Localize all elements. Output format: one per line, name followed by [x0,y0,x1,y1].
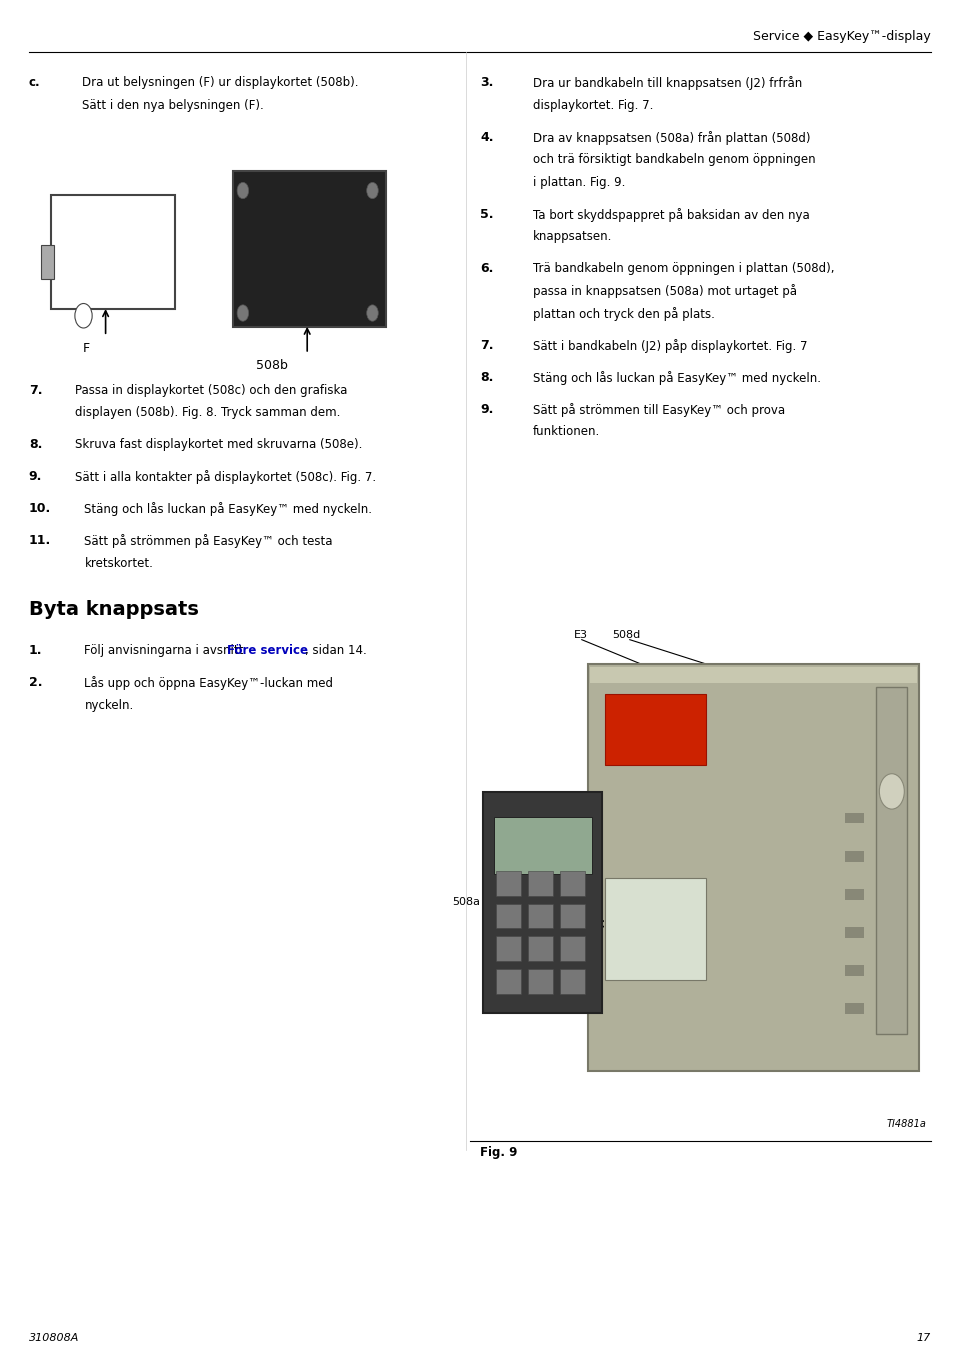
Bar [41,245,54,279]
Text: displayen (508b). Fig. 8. Tryck samman dem.: displayen (508b). Fig. 8. Tryck samman d… [75,407,340,419]
Text: 5.: 5. [480,208,493,220]
Bar [590,667,917,683]
Circle shape [75,304,92,328]
FancyBboxPatch shape [233,171,386,327]
Text: displaykortet. Fig. 7.: displaykortet. Fig. 7. [533,99,653,112]
Text: Fig. 9: Fig. 9 [480,1146,517,1160]
Text: 9.: 9. [480,403,493,416]
Text: 17: 17 [917,1334,931,1343]
Text: c.: c. [29,76,40,90]
Text: och trä försiktigt bandkabeln genom öppningen: och trä försiktigt bandkabeln genom öppn… [533,154,815,166]
Text: 7.: 7. [29,384,42,397]
Text: 310808A: 310808A [29,1334,79,1343]
Text: 10.: 10. [29,502,51,516]
Bar [494,817,592,874]
Bar [605,878,706,980]
Text: kretskortet.: kretskortet. [84,557,154,570]
Text: Före service: Före service [227,645,307,657]
Text: 508a: 508a [452,897,480,908]
Circle shape [879,773,904,810]
Text: 11.: 11. [29,535,51,547]
Bar [845,889,864,900]
Bar [560,904,585,928]
Bar [560,969,585,994]
Text: Sätt i bandkabeln (J2) påp displaykortet. Fig. 7: Sätt i bandkabeln (J2) påp displaykortet… [533,339,807,352]
Text: F: F [83,342,90,355]
FancyBboxPatch shape [588,664,919,1071]
Text: 508b: 508b [255,359,288,373]
Bar [845,965,864,976]
Text: Sätt i den nya belysningen (F).: Sätt i den nya belysningen (F). [82,99,263,113]
Bar [876,687,907,1034]
Text: 7.: 7. [480,339,493,352]
Text: E3: E3 [574,630,588,640]
Text: nyckeln.: nyckeln. [84,700,133,712]
Text: Passa in displaykortet (508c) och den grafiska: Passa in displaykortet (508c) och den gr… [75,384,348,397]
Bar [845,851,864,862]
Text: Sätt i alla kontakter på displaykortet (508c). Fig. 7.: Sätt i alla kontakter på displaykortet (… [75,471,376,485]
Bar [528,936,553,961]
Text: funktionen.: funktionen. [533,425,600,438]
Bar [845,1003,864,1014]
Text: 3.: 3. [480,76,493,90]
Text: 8.: 8. [480,372,493,384]
Text: passa in knappsatsen (508a) mot urtaget på: passa in knappsatsen (508a) mot urtaget … [533,284,797,298]
Text: 2.: 2. [29,676,42,690]
Text: ProMix II: ProMix II [636,725,674,734]
Text: Dra ur bandkabeln till knappsatsen (J2) frfrån: Dra ur bandkabeln till knappsatsen (J2) … [533,76,802,90]
Circle shape [237,182,249,199]
Text: i plattan. Fig. 9.: i plattan. Fig. 9. [533,176,625,189]
Text: Dra ut belysningen (F) ur displaykortet (508b).: Dra ut belysningen (F) ur displaykortet … [82,76,358,90]
Bar [528,904,553,928]
Bar [496,904,521,928]
Text: Sätt på strömmen till EasyKey™ och prova: Sätt på strömmen till EasyKey™ och prova [533,403,785,416]
Circle shape [367,182,378,199]
Text: Service ◆ EasyKey™-display: Service ◆ EasyKey™-display [754,30,931,44]
Text: 508d: 508d [612,630,640,640]
Text: Byta knappsats: Byta knappsats [29,599,199,618]
Bar [605,694,706,765]
Text: Följ anvisningarna i avsnitt: Följ anvisningarna i avsnitt [84,645,248,657]
Text: Sätt på strömmen på EasyKey™ och testa: Sätt på strömmen på EasyKey™ och testa [84,535,333,548]
Text: 9.: 9. [29,471,42,483]
Text: Dra av knappsatsen (508a) från plattan (508d): Dra av knappsatsen (508a) från plattan (… [533,131,810,144]
Text: 6.: 6. [480,263,493,275]
Text: Stäng och lås luckan på EasyKey™ med nyckeln.: Stäng och lås luckan på EasyKey™ med nyc… [533,372,821,385]
Text: Lås upp och öppna EasyKey™-luckan med: Lås upp och öppna EasyKey™-luckan med [84,676,333,690]
Text: Stäng och lås luckan på EasyKey™ med nyckeln.: Stäng och lås luckan på EasyKey™ med nyc… [84,502,372,516]
Bar [496,936,521,961]
Bar [496,871,521,896]
Circle shape [237,305,249,321]
Text: 1.: 1. [29,645,42,657]
Bar [496,969,521,994]
Text: 4.: 4. [480,131,493,144]
Text: Skruva fast displaykortet med skruvarna (508e).: Skruva fast displaykortet med skruvarna … [75,438,362,452]
Bar [560,936,585,961]
FancyBboxPatch shape [483,792,602,1013]
Text: Trä bandkabeln genom öppningen i plattan (508d),: Trä bandkabeln genom öppningen i plattan… [533,263,834,275]
Text: , sidan 14.: , sidan 14. [305,645,367,657]
Text: 8.: 8. [29,438,42,452]
Text: TI4881a: TI4881a [886,1119,926,1128]
Bar [845,813,864,823]
Circle shape [367,305,378,321]
Bar [528,871,553,896]
Bar [528,969,553,994]
Text: plattan och tryck den på plats.: plattan och tryck den på plats. [533,308,714,321]
Text: Ta bort skyddspappret på baksidan av den nya: Ta bort skyddspappret på baksidan av den… [533,208,809,222]
Bar [845,927,864,938]
Text: knappsatsen.: knappsatsen. [533,230,612,244]
Bar [560,871,585,896]
FancyBboxPatch shape [51,195,175,309]
